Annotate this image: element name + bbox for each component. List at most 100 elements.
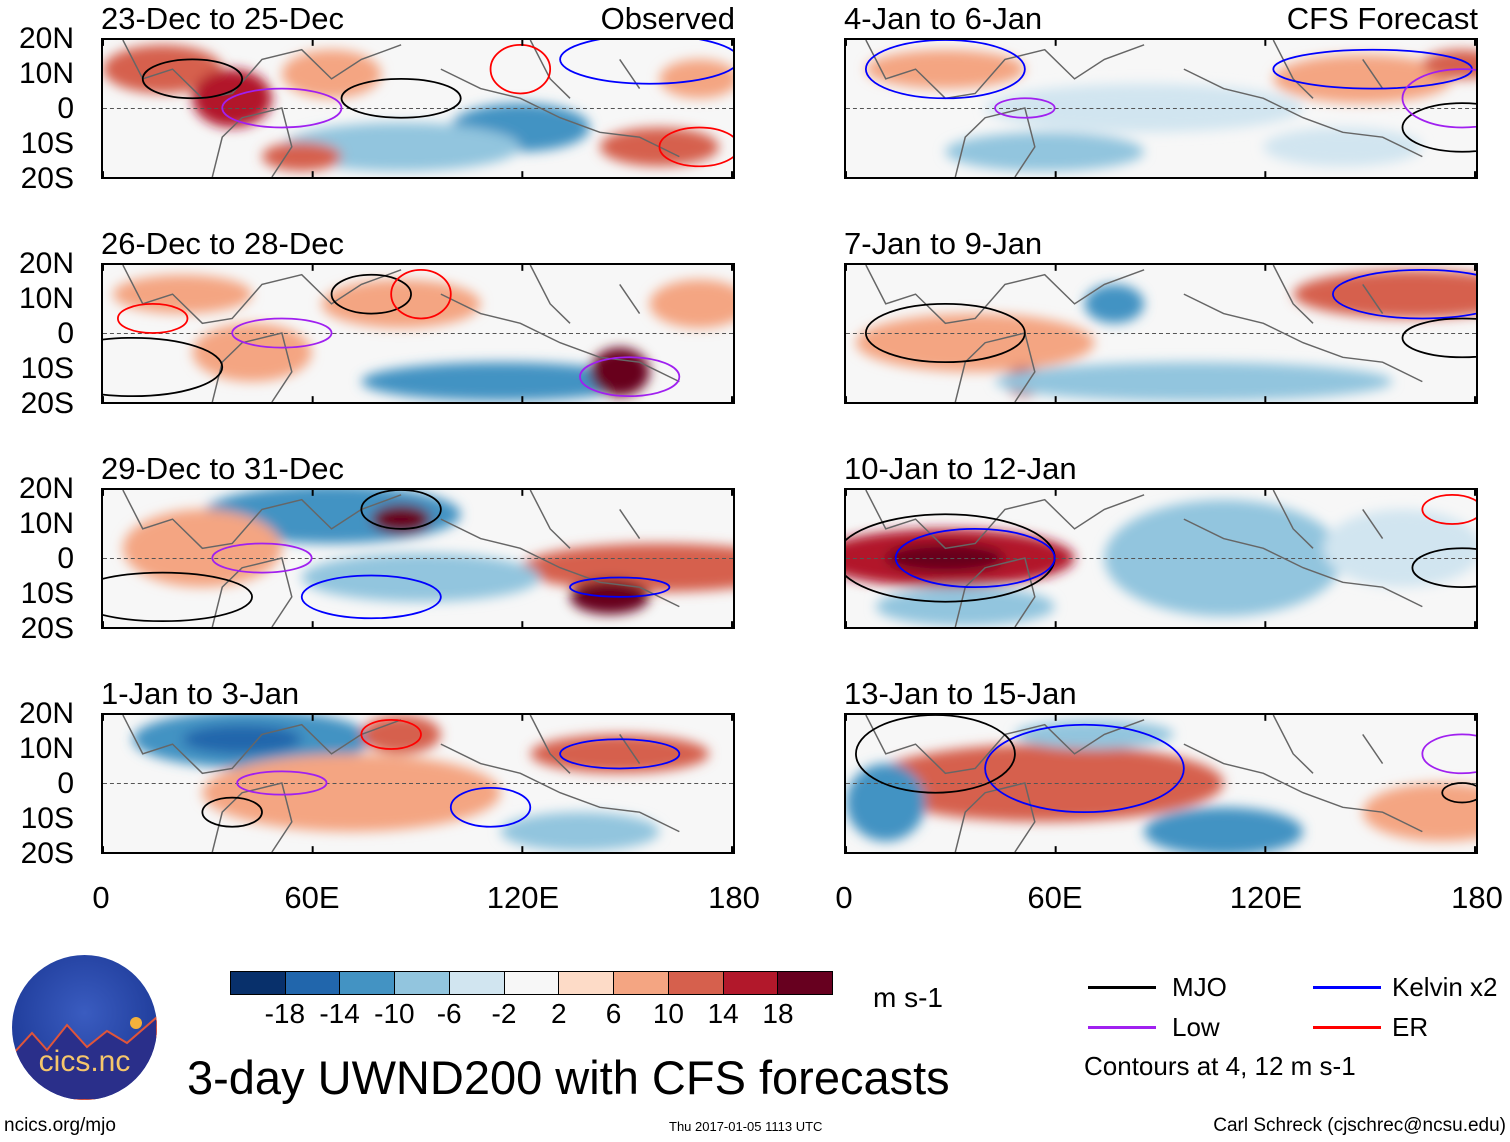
lon-label: 60E [284, 880, 340, 915]
map-panel [844, 488, 1478, 629]
wind-anomaly-region [865, 49, 1025, 89]
coastline [865, 715, 1423, 852]
colorbar-label: 6 [605, 998, 622, 1029]
legend-line-kelvin [1313, 986, 1381, 989]
legend-label-er: ER [1392, 1012, 1429, 1042]
coastline [865, 490, 1423, 627]
colorbar-label: 18 [762, 998, 794, 1029]
legend-label-mjo: MJO [1172, 972, 1227, 1002]
wind-anomaly-region [945, 132, 1145, 172]
contour-line [117, 302, 189, 334]
lat-label: 10N [18, 732, 74, 765]
wind-anomaly-region [500, 812, 660, 852]
lat-label: 10S [20, 352, 74, 385]
lat-label: 10S [20, 127, 74, 160]
footer-author: Carl Schreck (cjschrec@ncsu.edu) [1213, 1115, 1506, 1136]
wind-anomaly-region [103, 44, 223, 94]
colorbar-swatch [449, 972, 505, 994]
contour-line [864, 302, 1026, 364]
wind-anomaly-region [281, 122, 521, 172]
contour-line [1421, 493, 1476, 525]
contour-line [1401, 317, 1476, 359]
map-panel [844, 263, 1478, 404]
mountain-icon [12, 1015, 157, 1100]
colorbar-swatch [285, 972, 341, 994]
wind-anomaly-region [192, 69, 272, 128]
contour-line [1401, 68, 1476, 129]
contour-line [865, 40, 1026, 100]
colorbar-swatch [778, 972, 833, 994]
wind-anomaly-region [1104, 499, 1343, 617]
colorbar-swatch [559, 972, 615, 994]
wind-anomaly-region [1362, 783, 1476, 842]
lat-label: 10N [18, 57, 74, 90]
colorbar-swatches [230, 971, 833, 995]
footer-url[interactable]: ncics.org/mjo [4, 1115, 116, 1136]
lat-label: 20S [20, 162, 74, 195]
map-panel [101, 713, 735, 854]
legend-label-low: Low [1172, 1012, 1220, 1042]
wind-anomaly-region [885, 543, 1005, 573]
contour-line [489, 43, 552, 95]
contour-line [1401, 102, 1476, 153]
coastline [122, 490, 680, 627]
wind-anomaly-region [530, 734, 710, 774]
contour-line [994, 97, 1056, 119]
panel-tag: Observed [600, 1, 735, 36]
coastline [122, 40, 680, 177]
contour-line [330, 273, 412, 315]
contour-note: Contours at 4, 12 m s-1 [1084, 1051, 1356, 1081]
colorbar-label: -6 [436, 998, 462, 1029]
lat-label: 10N [18, 282, 74, 315]
panel-tag: CFS Forecast [1286, 1, 1478, 36]
lon-label: 0 [835, 880, 853, 915]
wind-anomaly-region [202, 753, 501, 832]
contour-line [569, 576, 671, 598]
map-panel [844, 713, 1478, 854]
colorbar-units: m s-1 [873, 982, 943, 1013]
contour-line [236, 770, 328, 796]
contour-line [1332, 268, 1476, 320]
lon-label: 120E [486, 880, 560, 915]
lat-label: 0 [57, 767, 74, 800]
panel-title: 7-Jan to 9-Jan [844, 226, 1043, 261]
lat-label: 0 [57, 542, 74, 575]
lon-label: 60E [1027, 880, 1083, 915]
panel-title: 4-Jan to 6-Jan [844, 1, 1043, 36]
map-panel [844, 38, 1478, 179]
contour-line [984, 723, 1185, 814]
colorbar-label: 10 [652, 998, 684, 1029]
wind-anomaly-region [321, 279, 481, 329]
contour-line [579, 356, 681, 398]
wind-anomaly-region [361, 715, 441, 754]
lat-label: 20S [20, 387, 74, 420]
legend-line-mjo [1088, 986, 1156, 989]
colorbar-swatch [340, 972, 396, 994]
contour-line [1411, 547, 1476, 589]
contour-line [201, 796, 263, 828]
wind-anomaly-region [659, 59, 733, 99]
contour-line [855, 715, 1016, 794]
panel-title: 1-Jan to 3-Jan [101, 676, 300, 711]
wind-anomaly-region [1144, 807, 1304, 852]
colorbar-swatch [614, 972, 669, 994]
lon-label: 120E [1229, 880, 1303, 915]
wind-anomaly-region [261, 142, 342, 172]
lat-label: 10N [18, 507, 74, 540]
colorbar-swatch [504, 972, 560, 994]
coastline [865, 265, 1423, 402]
panel-title: 23-Dec to 25-Dec [101, 1, 344, 36]
contour-line [449, 786, 532, 828]
lon-label: 180 [708, 880, 760, 915]
coastline [122, 265, 680, 402]
colorbar-swatch [723, 972, 779, 994]
contour-line [211, 542, 313, 574]
coastline [865, 40, 1423, 177]
wind-anomaly-region [589, 347, 650, 397]
colorbar-label: -14 [319, 998, 360, 1029]
contour-line [559, 738, 681, 770]
contour-line [103, 571, 253, 623]
legend-line-low [1088, 1026, 1156, 1029]
panel-title: 13-Jan to 15-Jan [844, 676, 1077, 711]
colorbar-label: -18 [264, 998, 306, 1029]
